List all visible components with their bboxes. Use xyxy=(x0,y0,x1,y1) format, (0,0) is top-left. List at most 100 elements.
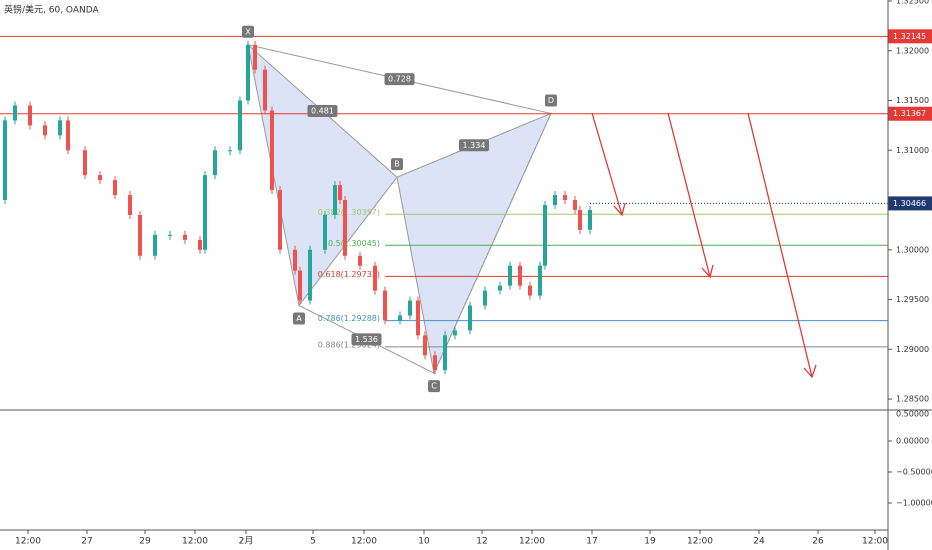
candle xyxy=(338,185,342,201)
candle xyxy=(66,120,70,151)
y-tick-label: 1.30000 xyxy=(896,245,929,254)
point-label: C xyxy=(431,382,437,391)
x-tick-label: 2月 xyxy=(239,536,254,547)
candle xyxy=(28,105,32,126)
candle xyxy=(553,195,557,205)
price-label: 1.30466 xyxy=(893,199,926,208)
x-tick-label: 24 xyxy=(753,537,765,547)
ratio-label: 0.481 xyxy=(311,106,334,115)
candle xyxy=(13,105,17,121)
candle xyxy=(468,305,472,331)
fib-label: 0.786(1.29288) xyxy=(318,314,380,323)
x-tick-label: 12:00 xyxy=(15,537,41,547)
candle xyxy=(128,195,132,215)
candle xyxy=(433,355,437,371)
candle xyxy=(333,185,337,215)
candle xyxy=(293,249,297,271)
ratio-box xyxy=(384,73,415,86)
candle xyxy=(453,330,457,336)
y-tick-label: 1.29000 xyxy=(896,345,929,354)
candle xyxy=(423,335,427,356)
price-label: 1.31367 xyxy=(893,109,926,118)
ratio-box xyxy=(351,333,382,346)
x-tick-label: 29 xyxy=(139,537,151,547)
point-label: B xyxy=(394,160,400,169)
candle xyxy=(383,290,387,321)
candle xyxy=(3,120,7,201)
candle xyxy=(416,300,420,336)
point-box xyxy=(242,25,254,38)
candle xyxy=(543,205,547,266)
candle xyxy=(508,265,512,286)
x-tick-label: 10 xyxy=(418,537,430,547)
candle xyxy=(153,234,157,256)
point-box xyxy=(428,380,440,393)
price-label-box xyxy=(888,29,932,44)
point-label: A xyxy=(296,314,302,323)
candle xyxy=(113,180,117,196)
candle xyxy=(578,209,582,230)
candle xyxy=(263,69,267,111)
x-tick-label: 26 xyxy=(812,537,824,547)
fib-label: 0.618(1.29733) xyxy=(318,270,380,279)
y-tick-label: 1.32000 xyxy=(896,46,929,55)
x-tick-label: 12:00 xyxy=(862,537,888,547)
candle xyxy=(498,285,502,291)
candle xyxy=(198,239,202,250)
price-label-box xyxy=(888,106,932,121)
price-label: 1.32145 xyxy=(893,32,926,41)
candle xyxy=(373,265,377,291)
candle xyxy=(228,150,232,152)
fib-label: 0.382(1.30357) xyxy=(318,208,380,217)
candle xyxy=(83,150,87,176)
point-box xyxy=(545,94,557,107)
candle xyxy=(408,300,412,316)
ratio-box xyxy=(459,139,489,152)
x-tick-label: 5 xyxy=(310,537,316,547)
candle xyxy=(528,285,532,296)
y-tick-label: 1.32500 xyxy=(896,0,929,5)
y-tick-label: 0.50000 xyxy=(896,410,929,419)
x-tick-label: 12:00 xyxy=(687,537,713,547)
x-tick-label: 27 xyxy=(81,537,92,547)
y-tick-label: 0.00000 xyxy=(896,437,929,446)
candle xyxy=(358,255,362,266)
ratio-label: 0.728 xyxy=(388,75,411,84)
point-box xyxy=(391,158,403,171)
candle xyxy=(343,200,347,256)
y-tick-label: 1.31000 xyxy=(896,146,929,155)
candle xyxy=(203,175,207,250)
x-tick-label: 12:00 xyxy=(351,537,377,547)
x-tick-label: 19 xyxy=(644,537,656,547)
candle xyxy=(538,265,542,296)
candle xyxy=(58,120,62,136)
candle xyxy=(588,209,592,230)
y-tick-label: 1.28500 xyxy=(896,395,929,404)
y-tick-label: −0.50000 xyxy=(896,468,932,477)
chart-title: 英镑/美元, 60, OANDA xyxy=(4,4,100,16)
candle xyxy=(270,110,274,191)
y-tick-label: 1.29500 xyxy=(896,295,929,304)
candle xyxy=(253,44,257,70)
x-tick-label: 12:00 xyxy=(182,537,208,547)
x-tick-label: 12:00 xyxy=(519,537,545,547)
x-tick-label: 12 xyxy=(476,537,487,547)
point-label: D xyxy=(548,96,554,105)
price-label-box xyxy=(888,196,932,211)
point-label: X xyxy=(245,27,251,36)
candle xyxy=(563,195,567,201)
y-tick-label: 1.31500 xyxy=(896,96,929,105)
candle xyxy=(308,249,312,301)
candle xyxy=(238,100,242,151)
candle xyxy=(483,290,487,306)
ratio-label: 1.334 xyxy=(463,141,486,150)
candle xyxy=(246,44,250,101)
fib-label: 0.886(1.29024) xyxy=(318,340,380,349)
candle xyxy=(168,234,172,236)
candle xyxy=(278,190,282,250)
projection-arrows xyxy=(591,112,817,379)
candle xyxy=(323,214,327,250)
ratio-box xyxy=(307,104,338,117)
candle xyxy=(298,270,302,301)
